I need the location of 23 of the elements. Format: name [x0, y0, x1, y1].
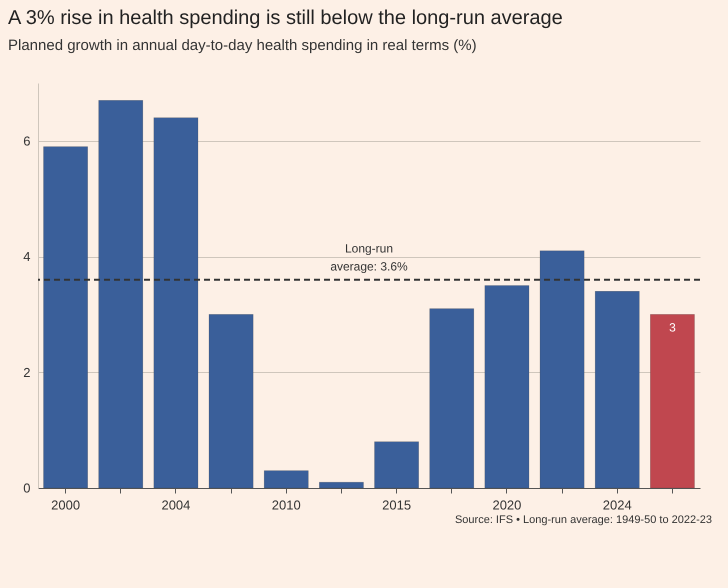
y-tick-label: 4	[23, 249, 30, 264]
ref-line-label: Long-run average: 3.6%	[330, 242, 408, 274]
bar	[374, 441, 419, 488]
source-note: Source: IFS • Long-run average: 1949-50 to 2022-23	[454, 514, 712, 526]
bar	[484, 285, 530, 488]
y-tick-label: 6	[23, 133, 30, 148]
x-tick-label: 2020	[492, 498, 522, 512]
bar	[650, 314, 695, 488]
x-tick-label: 2000	[51, 498, 80, 512]
bar	[594, 290, 640, 488]
y-tick-label: 2	[23, 364, 30, 380]
x-tick-label: 2024	[602, 498, 632, 512]
chart-subtitle: Planned growth in annual day-to-day health spending in real terms (%)	[8, 37, 477, 54]
bar	[429, 308, 474, 488]
bar	[264, 470, 309, 488]
y-tick-label: 0	[23, 480, 30, 496]
x-tick-label: 2015	[382, 498, 412, 512]
x-tick-label: 2004	[161, 498, 190, 512]
chart-title: A 3% rise in health spending is still below the long-run average	[8, 7, 563, 29]
x-tick-label: 2010	[272, 498, 301, 512]
bar	[208, 314, 254, 488]
bar	[319, 482, 364, 488]
data-label: 3	[669, 320, 676, 334]
